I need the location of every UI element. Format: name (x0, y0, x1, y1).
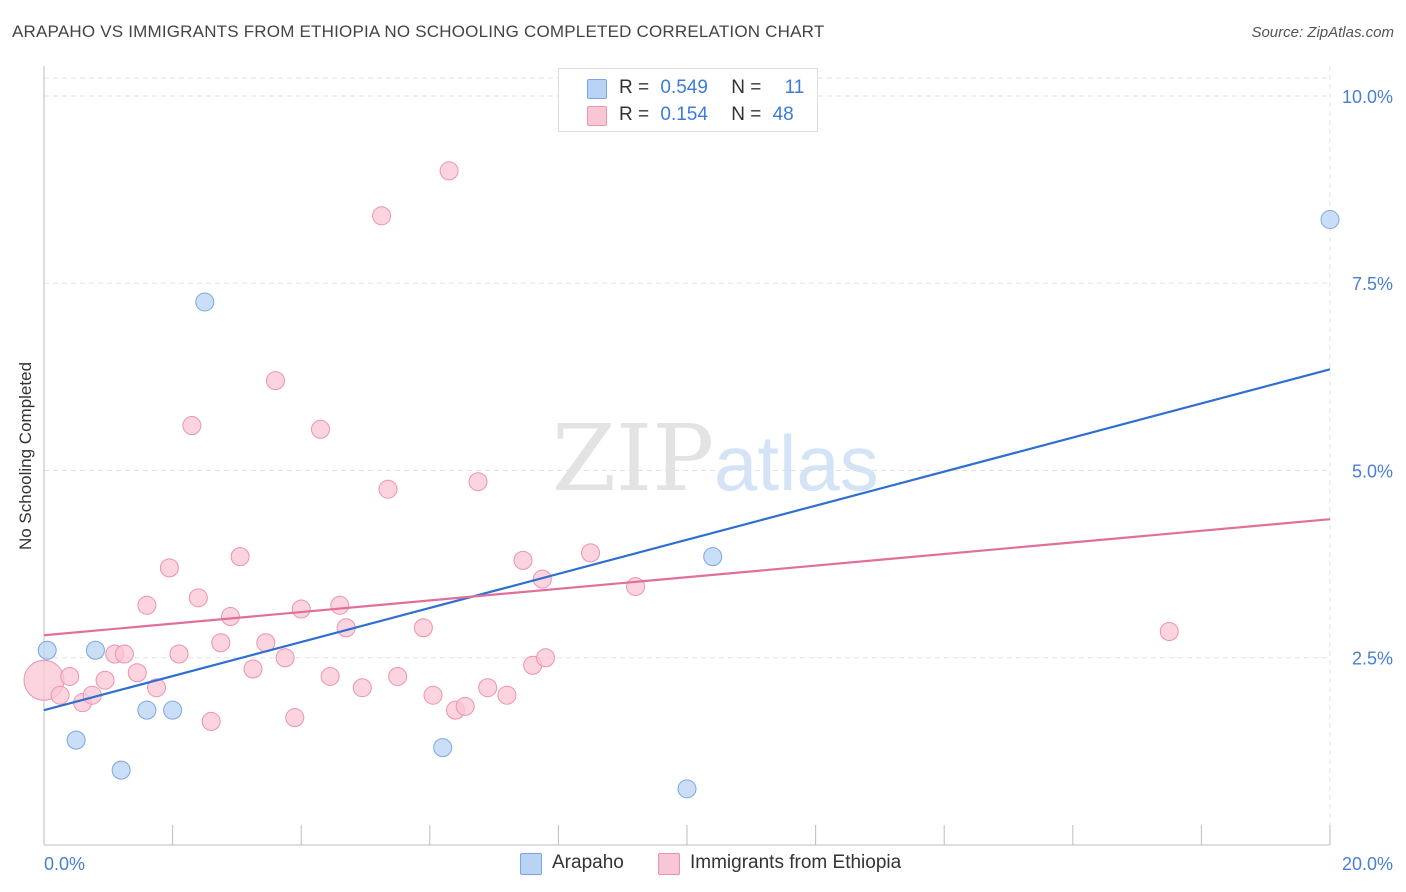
arapaho-point-6 (195, 292, 215, 312)
ethiopia-point-40 (497, 685, 517, 705)
ethiopia-point-16 (211, 633, 231, 653)
ethiopia-point-34 (423, 685, 443, 705)
bottom-legend-label-ethiopia: Immigrants from Ethiopia (690, 852, 902, 873)
ethiopia-point-18 (230, 547, 250, 567)
ethiopia-point-9 (137, 595, 157, 615)
y-axis-label: No Schooling Completed (16, 361, 35, 551)
arapaho-point-7 (433, 738, 453, 758)
ethiopia-point-7 (114, 644, 134, 664)
ethiopia-point-38 (468, 472, 488, 492)
bottom-legend-label-arapaho: Arapaho (552, 852, 624, 873)
trend-lines (43, 368, 1331, 712)
ethiopia-point-11 (159, 558, 179, 578)
ethiopia-point-22 (275, 648, 295, 668)
legend-r-value: 0.154 (660, 104, 708, 125)
ethiopia-point-25 (310, 419, 330, 439)
ethiopia-point-1 (50, 685, 70, 705)
ethiopia-point-37 (455, 696, 475, 716)
arapaho-point-1 (85, 640, 105, 660)
x-tick-label-min: 0.0% (44, 854, 85, 874)
ethiopia-point-24 (291, 599, 311, 619)
arapaho-point-4 (137, 700, 157, 720)
ethiopia-point-47 (1159, 622, 1179, 642)
y-tick-label-1: 5.0% (1352, 461, 1393, 481)
legend-n-label: N = (731, 77, 762, 98)
ethiopia-point-14 (188, 588, 208, 608)
tick-labels: 2.5% 5.0% 7.5% 10.0% 0.0% 20.0% (44, 87, 1393, 874)
ethiopia-trend-line (43, 518, 1331, 637)
ethiopia-point-26 (320, 666, 340, 686)
legend-r-value: 0.549 (660, 77, 708, 98)
ethiopia-point-12 (169, 644, 189, 664)
ethiopia-point-32 (388, 666, 408, 686)
ethiopia-point-19 (243, 659, 263, 679)
ethiopia-point-33 (413, 618, 433, 638)
ethiopia-point-31 (378, 479, 398, 499)
legend-n-value: 11 (784, 77, 805, 98)
legend: R = 0.549 N = 11 R = 0.154 N = 48 (558, 68, 818, 132)
arapaho-point-0 (37, 640, 57, 660)
legend-r-label: R = (619, 77, 650, 98)
ethiopia-point-27 (330, 595, 350, 615)
ethiopia-point-13 (182, 416, 202, 436)
ethiopia-point-29 (352, 678, 372, 698)
watermark: ZIP atlas (552, 405, 879, 512)
ethiopia-point-30 (372, 206, 392, 226)
ethiopia-point-41 (513, 550, 533, 570)
legend-n-value: 48 (772, 104, 794, 125)
arapaho-point-9 (677, 779, 697, 799)
x-tick-label-max: 20.0% (1342, 854, 1393, 874)
ethiopia-point-44 (536, 648, 556, 668)
y-tick-label-0: 2.5% (1352, 649, 1393, 669)
y-tick-label-3: 10.0% (1342, 87, 1393, 107)
arapaho-point-5 (163, 700, 183, 720)
ethiopia-point-23 (285, 708, 305, 728)
source-label: Source: ZipAtlas.com (1251, 24, 1394, 41)
legend-swatch-arapaho (587, 79, 607, 99)
legend-r-label: R = (619, 104, 650, 125)
series-immigrants-from-ethiopia (23, 161, 1179, 731)
bottom-legend-swatch-ethiopia (658, 853, 680, 875)
ethiopia-point-35 (439, 161, 459, 181)
ethiopia-point-2 (60, 666, 80, 686)
arapaho-point-8 (703, 547, 723, 567)
series-arapaho (37, 210, 1340, 799)
ethiopia-point-39 (478, 678, 498, 698)
arapaho-point-2 (66, 730, 86, 750)
watermark-atlas: atlas (714, 419, 879, 507)
arapaho-trend-line (43, 368, 1331, 712)
ethiopia-point-15 (201, 711, 221, 731)
ethiopia-point-10 (147, 678, 167, 698)
bottom-legend-swatch-arapaho (520, 853, 542, 875)
ethiopia-point-5 (95, 670, 115, 690)
ethiopia-point-17 (220, 607, 240, 627)
ethiopia-point-8 (127, 663, 147, 683)
arapaho-point-3 (111, 760, 131, 780)
chart-title: ARAPAHO VS IMMIGRANTS FROM ETHIOPIA NO S… (12, 22, 825, 41)
watermark-zip: ZIP (552, 405, 714, 512)
axes (43, 66, 1331, 846)
legend-n-label: N = (731, 104, 762, 125)
ethiopia-point-21 (265, 371, 285, 391)
y-tick-label-2: 7.5% (1352, 274, 1393, 294)
ethiopia-point-45 (581, 543, 601, 563)
legend-swatch-ethiopia (587, 106, 607, 126)
arapaho-point-10 (1320, 210, 1340, 230)
